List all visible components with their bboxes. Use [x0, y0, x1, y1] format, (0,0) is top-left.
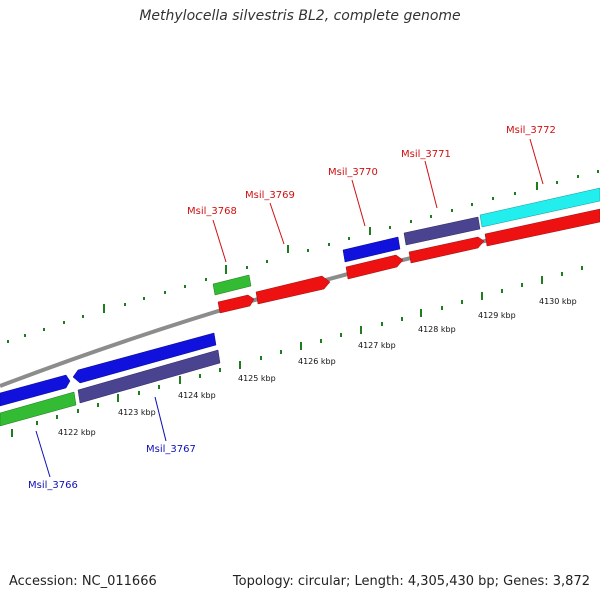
gene-label-msil-3767[interactable]: Msil_3767	[146, 444, 196, 455]
upper-ticks	[7, 170, 599, 343]
gene-green-upper[interactable]	[212, 274, 252, 296]
lower-ticks	[11, 266, 583, 437]
gene-red-right2[interactable]	[484, 208, 600, 247]
gene-red-right1[interactable]	[408, 236, 485, 264]
gene-green-left[interactable]	[0, 391, 77, 427]
gene-red-small[interactable]	[217, 294, 255, 314]
scale-label-4129: 4129 kbp	[478, 311, 516, 320]
scale-label-4128: 4128 kbp	[418, 325, 456, 334]
gene-label-msil-3769[interactable]: Msil_3769	[245, 190, 295, 201]
genome-title: Methylocella silvestris BL2, complete ge…	[139, 8, 461, 24]
gene-blue-mid[interactable]	[342, 236, 401, 263]
topology-info: Topology: circular; Length: 4,305,430 bp…	[232, 574, 590, 589]
gene-purple-long[interactable]	[77, 349, 221, 404]
accession-info: Accession: NC_011666	[9, 574, 157, 589]
scale-label-4126: 4126 kbp	[298, 357, 336, 366]
gene-label-msil-3772[interactable]: Msil_3772	[506, 125, 556, 136]
gene-features	[0, 187, 600, 427]
gene-red-long[interactable]	[255, 275, 331, 305]
bottom-gene-labels: Msil_3766 Msil_3767	[28, 396, 196, 491]
gene-purple-mid[interactable]	[403, 216, 481, 246]
gene-red-mid[interactable]	[345, 254, 404, 280]
scale-label-4124: 4124 kbp	[178, 391, 216, 400]
scale-label-4127: 4127 kbp	[358, 341, 396, 350]
scale-label-4130: 4130 kbp	[539, 297, 577, 306]
gene-cyan[interactable]	[479, 187, 600, 228]
gene-label-msil-3768[interactable]: Msil_3768	[187, 206, 237, 217]
top-gene-labels: Msil_3768 Msil_3769 Msil_3770 Msil_3771 …	[187, 125, 556, 263]
scale-label-4122: 4122 kbp	[58, 428, 96, 437]
scale-label-4125: 4125 kbp	[238, 374, 276, 383]
gene-label-msil-3771[interactable]: Msil_3771	[401, 149, 451, 160]
gene-label-msil-3770[interactable]: Msil_3770	[328, 167, 378, 178]
gene-blue-long[interactable]	[72, 332, 217, 384]
gene-blue-left[interactable]	[0, 374, 71, 407]
gene-label-msil-3766[interactable]: Msil_3766	[28, 480, 78, 491]
scale-label-4123: 4123 kbp	[118, 408, 156, 417]
scale-labels: 4122 kbp 4123 kbp 4124 kbp 4125 kbp 4126…	[58, 297, 577, 437]
